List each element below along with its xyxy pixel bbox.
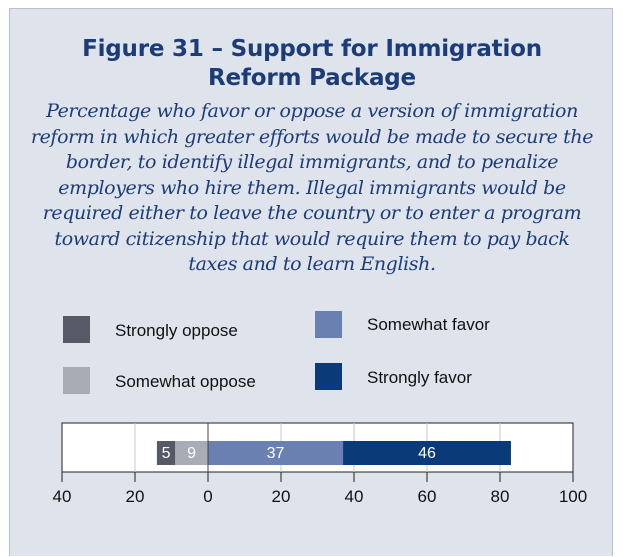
legend-label-somewhat-favor: Somewhat favor [367, 315, 490, 334]
legend-swatch-strongly-favor [315, 363, 342, 390]
chart-title-line-2: Reform Package [208, 65, 416, 91]
x-tick-label: 80 [491, 487, 510, 506]
legend-label-strongly-favor: Strongly favor [367, 368, 472, 387]
x-tick-label: 0 [203, 487, 212, 506]
chart-subtitle: Percentage who favor or oppose a version… [30, 100, 594, 275]
legend-label-somewhat-oppose: Somewhat oppose [115, 372, 256, 391]
legend-swatch-somewhat-favor [315, 311, 342, 338]
legend-label-strongly-oppose: Strongly oppose [115, 321, 238, 340]
x-tick-label: 100 [559, 487, 587, 506]
chart-panel: Figure 31 – Support for Immigration Refo… [9, 8, 613, 556]
data-label-somewhat-favor: 37 [267, 445, 285, 462]
bar-somewhat-favor [208, 441, 344, 465]
bar-somewhat-oppose [175, 441, 208, 465]
x-tick-label: 20 [272, 487, 291, 506]
data-label-strongly-oppose: 5 [162, 445, 171, 462]
x-tick-label: 40 [53, 487, 72, 506]
x-tick-label: 40 [345, 487, 364, 506]
bar-strongly-oppose [156, 441, 176, 465]
chart-title-line-1: Figure 31 – Support for Immigration [82, 36, 542, 62]
data-label-strongly-favor: 46 [418, 445, 436, 462]
legend-swatch-somewhat-oppose [63, 367, 90, 394]
x-tick-label: 20 [126, 487, 145, 506]
data-label-somewhat-oppose: 9 [187, 445, 196, 462]
bar-strongly-favor [343, 441, 511, 465]
x-tick-label: 60 [418, 487, 437, 506]
chart-title: Figure 31 – Support for Immigration Refo… [10, 35, 614, 93]
bar-chart: 95 37 46 40 20 0 20 40 60 80 100 [53, 422, 587, 506]
legend-swatch-strongly-oppose [63, 316, 90, 343]
